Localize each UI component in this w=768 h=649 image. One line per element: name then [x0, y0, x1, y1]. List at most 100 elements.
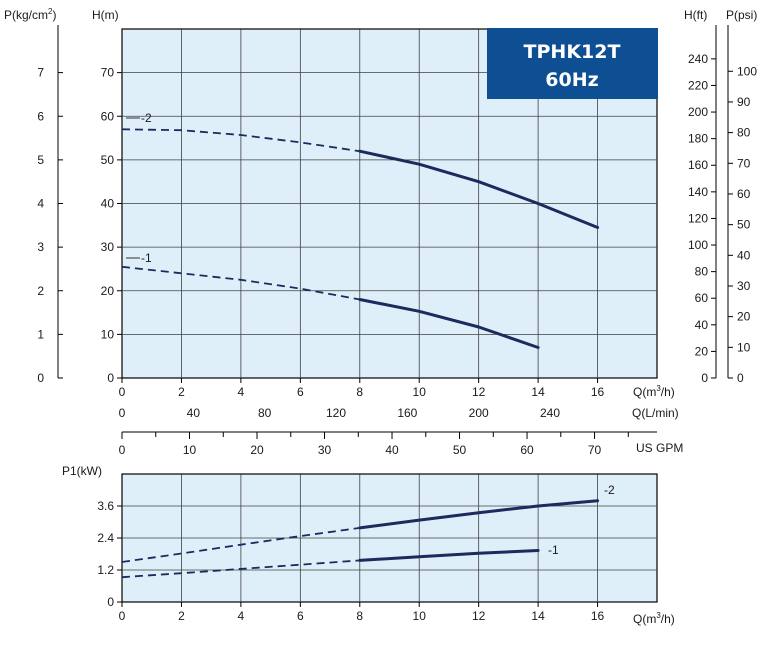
x-tick-label: 6 — [297, 385, 304, 399]
y-tick-label: 2.4 — [97, 531, 114, 545]
flow-m3h-axis-label: Q(m3/h) — [633, 384, 675, 399]
head-plot-grid — [122, 28, 657, 378]
x-tick-label: 16 — [591, 385, 605, 399]
pressure-psi-tick-label: 60 — [737, 187, 751, 201]
title-box-background — [487, 28, 658, 99]
pressure-psi-tick-label: 100 — [737, 64, 757, 78]
head-curves — [121, 128, 600, 349]
flow-gpm-tick-label: 20 — [250, 443, 264, 457]
curve-dashed--2 — [121, 128, 360, 153]
left-pressure-axis-label: P(kg/cm2) — [4, 7, 56, 22]
flow-gpm-tick-label: 10 — [183, 443, 197, 457]
title-frequency: 60Hz — [545, 69, 598, 91]
head-axis-label: H(m) — [92, 8, 119, 22]
x-tick-label: 12 — [472, 385, 486, 399]
series-label-power-2: -2 — [604, 483, 615, 497]
x-tick-label: 2 — [178, 385, 185, 399]
series-label-power-1: -1 — [548, 543, 559, 557]
x-tick-label: 0 — [119, 385, 126, 399]
head-ft-tick-label: 160 — [688, 158, 708, 172]
left-pressure-tick-label: 4 — [37, 197, 44, 211]
flow-lmin-tick-label: 160 — [397, 406, 417, 420]
x-tick-label: 14 — [531, 609, 545, 623]
series-label-head-1: -1 — [141, 251, 152, 265]
curve-dashed--1 — [121, 559, 360, 579]
x-tick-label: 6 — [297, 609, 304, 623]
head-ft-tick-label: 100 — [688, 238, 708, 252]
left-pressure-tick-label: 7 — [37, 66, 44, 80]
pressure-psi-tick-label: 50 — [737, 218, 751, 232]
flow-gpm-tick-label: 0 — [119, 443, 126, 457]
left-pressure-tick-label: 2 — [37, 284, 44, 298]
pressure-psi-tick-label: 80 — [737, 126, 751, 140]
y-tick-label: 0 — [107, 595, 114, 609]
head-ft-tick-label: 140 — [688, 185, 708, 199]
power-plot-axes: 0 2 4 6 8 10 12 14 16 0 1.2 2.4 3.6 -2 -1 — [97, 483, 615, 623]
flow-gpm-tick-label: 70 — [588, 443, 602, 457]
x-tick-label: 10 — [413, 609, 427, 623]
head-ft-tick-label: 0 — [701, 371, 708, 385]
title-box: TPHK12T 60Hz — [487, 28, 658, 99]
x-tick-label: 10 — [413, 385, 427, 399]
power-plot-grid — [122, 473, 657, 602]
head-ft-tick-label: 40 — [695, 318, 709, 332]
pressure-psi-tick-label: 0 — [737, 371, 744, 385]
y-tick-label: 60 — [101, 109, 115, 123]
y-tick-label: 0 — [107, 371, 114, 385]
power-curves — [121, 499, 600, 579]
x-tick-label: 14 — [531, 385, 545, 399]
flow-gpm-tick-label: 40 — [385, 443, 399, 457]
pressure-psi-tick-label: 20 — [737, 310, 751, 324]
title-model: TPHK12T — [524, 41, 621, 63]
x-tick-label: 8 — [356, 609, 363, 623]
y-tick-label: 20 — [101, 284, 115, 298]
head-ft-tick-label: 20 — [695, 344, 709, 358]
curve-solid--1 — [358, 298, 540, 349]
left-pressure-tick-label: 0 — [37, 371, 44, 385]
flow-gpm-tick-label: 50 — [453, 443, 467, 457]
head-ft-tick-label: 120 — [688, 211, 708, 225]
flow-gpm-tick-label: 30 — [318, 443, 332, 457]
flow-lmin-tick-label: 40 — [187, 406, 201, 420]
left-pressure-tick-label: 5 — [37, 153, 44, 167]
head-ft-tick-label: 80 — [695, 265, 709, 279]
head-ft-tick-label: 240 — [688, 52, 708, 66]
pressure-psi-tick-label: 90 — [737, 95, 751, 109]
head-ft-axis-label: H(ft) — [684, 8, 707, 22]
pressure-psi-axis-label: P(psi) — [726, 8, 757, 22]
left-pressure-tick-label: 6 — [37, 109, 44, 123]
head-ft-tick-label: 180 — [688, 132, 708, 146]
y-tick-label: 40 — [101, 197, 115, 211]
x-tick-label: 0 — [119, 609, 126, 623]
y-tick-label: 50 — [101, 153, 115, 167]
curve-dashed--1 — [121, 265, 360, 301]
flow-gpm-tick-label: 60 — [520, 443, 534, 457]
pressure-psi-tick-label: 40 — [737, 248, 751, 262]
left-pressure-tick-label: 1 — [37, 327, 44, 341]
power-axis-label: P1(kW) — [62, 464, 102, 478]
flow-lmin-tick-label: 0 — [119, 406, 126, 420]
flow-lmin-axis-label: Q(L/min) — [632, 406, 679, 420]
x-tick-label: 12 — [472, 609, 486, 623]
flow-lmin-tick-label: 200 — [469, 406, 489, 420]
x-tick-label: 16 — [591, 609, 605, 623]
pressure-psi-tick-label: 30 — [737, 279, 751, 293]
y-tick-label: 30 — [101, 240, 115, 254]
x-tick-label: 2 — [178, 609, 185, 623]
flow-lmin-tick-label: 80 — [258, 406, 272, 420]
curve-solid--2 — [358, 499, 600, 530]
y-tick-label: 1.2 — [97, 563, 114, 577]
x-tick-label: 4 — [238, 385, 245, 399]
y-tick-label: 70 — [101, 66, 115, 80]
curve-solid--1 — [358, 549, 540, 562]
y-tick-label: 10 — [101, 327, 115, 341]
curve-solid--2 — [358, 149, 600, 229]
curve-dashed--2 — [121, 527, 360, 563]
x-tick-label: 8 — [356, 385, 363, 399]
y-tick-label: 3.6 — [97, 499, 114, 513]
pressure-psi-tick-label: 70 — [737, 156, 751, 170]
flow-gpm-axis-label: US GPM — [636, 441, 683, 455]
series-label-head-2: -2 — [141, 111, 152, 125]
power-flow-axis-label: Q(m3/h) — [633, 611, 675, 626]
